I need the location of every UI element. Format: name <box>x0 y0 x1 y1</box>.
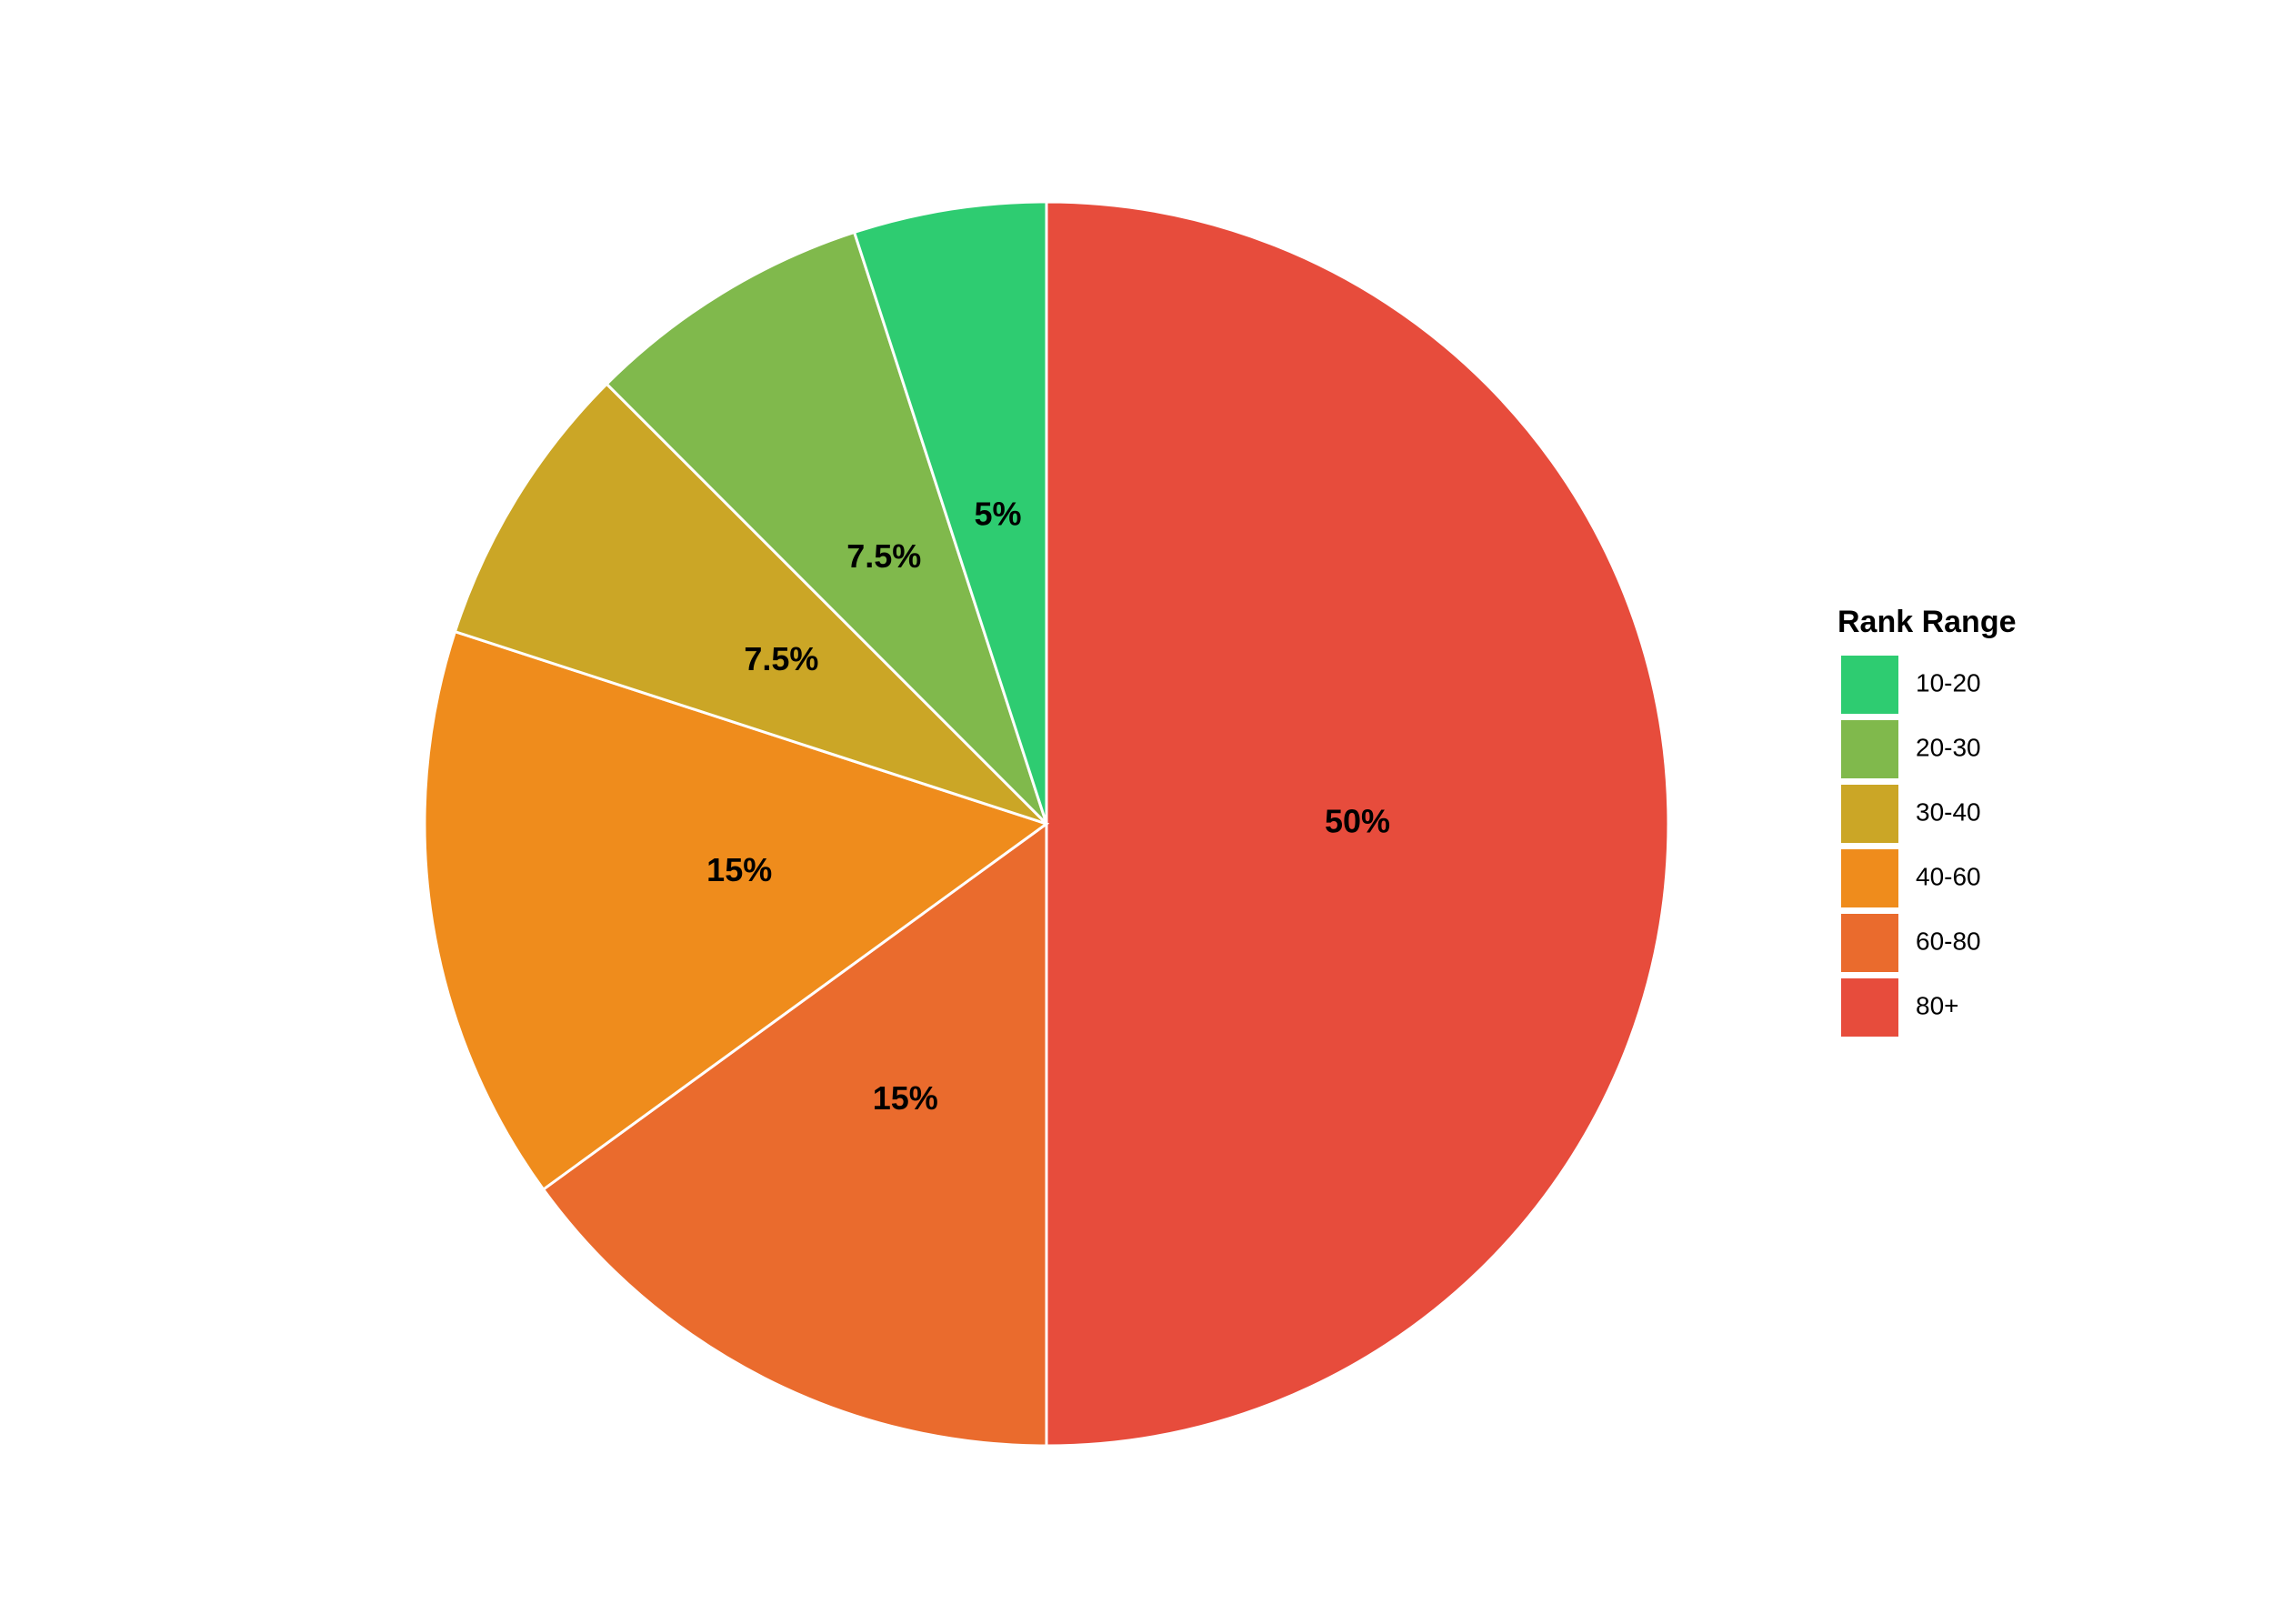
legend-swatch <box>1839 847 1900 909</box>
legend-label: 10-20 <box>1916 668 1981 697</box>
pie-slice <box>605 230 1048 826</box>
legend-swatch <box>1839 783 1900 845</box>
data-label: 7.5% <box>846 537 921 575</box>
data-label: 5% <box>974 496 1021 533</box>
data-label: 7.5% <box>744 640 818 677</box>
legend-swatch <box>1839 654 1900 716</box>
legend-label: 80+ <box>1916 991 1959 1019</box>
legend-title: Rank Range <box>1837 605 2017 639</box>
legend-swatch <box>1839 912 1900 974</box>
data-label: 50% <box>1325 803 1390 840</box>
data-label: 15% <box>706 851 772 888</box>
pie-slice <box>541 821 1048 1448</box>
pie-slice <box>852 200 1048 825</box>
legend-label: 20-30 <box>1916 733 1981 761</box>
data-label: 15% <box>873 1079 938 1117</box>
legend-label: 40-60 <box>1916 862 1981 890</box>
pie-slice <box>1045 200 1670 1448</box>
legend-swatch <box>1839 977 1900 1038</box>
legend-label: 60-80 <box>1916 927 1981 955</box>
legend-label: 30-40 <box>1916 797 1981 826</box>
legend-swatch <box>1839 718 1900 780</box>
pie-slice <box>423 629 1050 1192</box>
pie-slice <box>453 382 1048 826</box>
